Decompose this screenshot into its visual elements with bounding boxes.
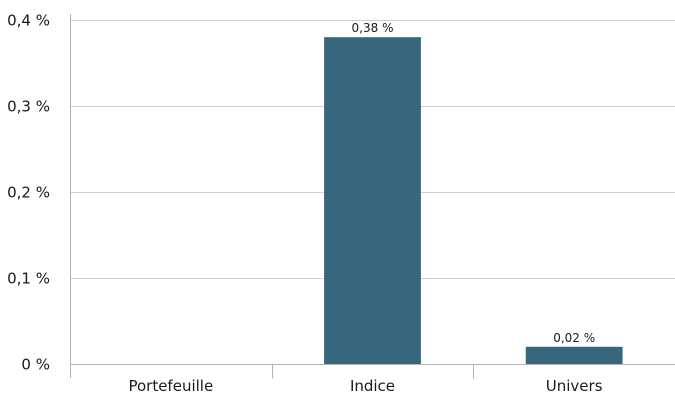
data-label: 0,02 % <box>553 331 595 345</box>
y-tick-label: 0,4 % <box>7 12 50 30</box>
y-tick-label: 0 % <box>21 356 50 374</box>
bars <box>324 37 623 364</box>
y-tick-label: 0,3 % <box>7 98 50 116</box>
axes <box>70 14 675 379</box>
bar-univers <box>525 346 623 364</box>
data-label: 0,38 % <box>352 21 394 35</box>
bar-indice <box>324 37 421 364</box>
labels: 0 % 0,1 % 0,2 % 0,3 % 0,4 % Portefeuille 0,38 … <box>7 12 603 394</box>
y-tick-label: 0,2 % <box>7 184 50 202</box>
x-category-label: Univers <box>546 377 603 394</box>
x-category-label: Indice <box>350 377 395 394</box>
x-category-label: Portefeuille <box>128 377 213 394</box>
y-tick-label: 0,1 % <box>7 270 50 288</box>
